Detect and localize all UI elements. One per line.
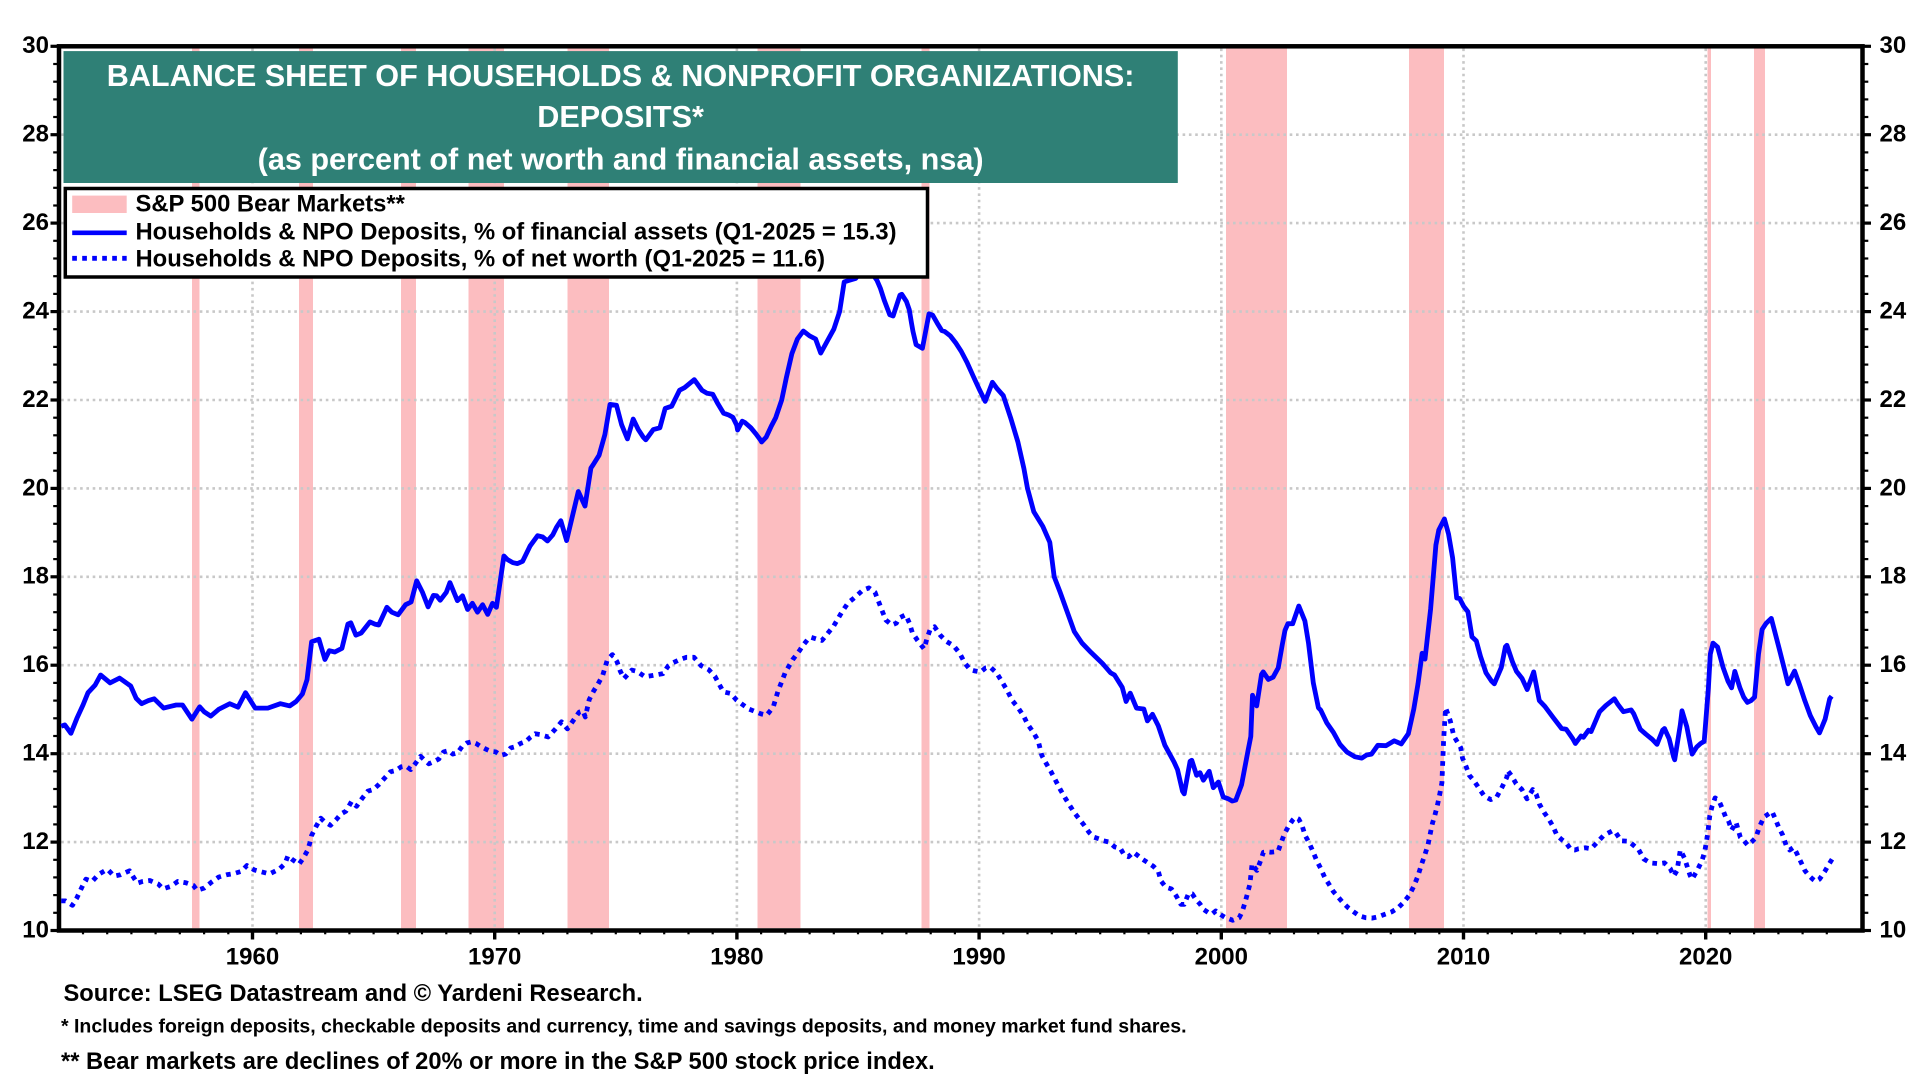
svg-text:26: 26 — [1880, 209, 1907, 236]
svg-text:* Includes foreign deposits, c: * Includes foreign deposits, checkable d… — [61, 1016, 1187, 1038]
svg-text:28: 28 — [1880, 121, 1907, 148]
svg-text:22: 22 — [22, 386, 49, 413]
svg-text:2020: 2020 — [1679, 944, 1732, 971]
svg-text:1980: 1980 — [710, 944, 763, 971]
svg-text:1970: 1970 — [468, 944, 521, 971]
svg-text:10: 10 — [1880, 916, 1907, 943]
svg-text:BALANCE SHEET OF HOUSEHOLDS &: BALANCE SHEET OF HOUSEHOLDS & NONPROFIT … — [107, 59, 1135, 93]
svg-text:12: 12 — [1880, 828, 1907, 855]
svg-text:28: 28 — [22, 121, 49, 148]
svg-text:1960: 1960 — [226, 944, 279, 971]
svg-text:S&P 500 Bear Markets**: S&P 500 Bear Markets** — [136, 191, 406, 218]
svg-text:30: 30 — [1880, 32, 1907, 59]
svg-text:Households & NPO Deposits, % o: Households & NPO Deposits, % of financia… — [136, 219, 897, 246]
svg-text:16: 16 — [1880, 651, 1907, 678]
svg-text:(as percent of net worth and f: (as percent of net worth and financial a… — [258, 143, 984, 177]
svg-text:26: 26 — [22, 209, 49, 236]
svg-text:18: 18 — [22, 563, 49, 590]
svg-text:16: 16 — [22, 651, 49, 678]
svg-text:1990: 1990 — [952, 944, 1005, 971]
svg-text:DEPOSITS*: DEPOSITS* — [537, 100, 704, 134]
svg-text:Source: LSEG Datastream and ©: Source: LSEG Datastream and © Yardeni Re… — [64, 981, 643, 1007]
svg-text:24: 24 — [1880, 298, 1907, 325]
svg-text:14: 14 — [22, 740, 49, 767]
svg-text:10: 10 — [22, 916, 49, 943]
svg-text:24: 24 — [22, 298, 49, 325]
svg-text:30: 30 — [22, 32, 49, 59]
svg-text:12: 12 — [22, 828, 49, 855]
svg-text:14: 14 — [1880, 740, 1907, 767]
svg-text:2010: 2010 — [1437, 944, 1490, 971]
svg-text:22: 22 — [1880, 386, 1907, 413]
svg-text:** Bear markets are declines o: ** Bear markets are declines of 20% or m… — [61, 1049, 935, 1075]
svg-text:18: 18 — [1880, 563, 1907, 590]
svg-text:20: 20 — [1880, 474, 1907, 501]
svg-text:2000: 2000 — [1195, 944, 1248, 971]
svg-text:Households & NPO Deposits, % o: Households & NPO Deposits, % of net wort… — [136, 246, 826, 273]
svg-text:20: 20 — [22, 474, 49, 501]
